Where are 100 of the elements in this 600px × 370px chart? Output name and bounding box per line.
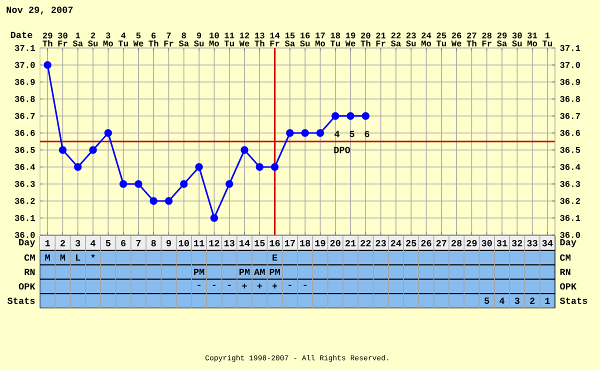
text: PM xyxy=(270,268,280,276)
text: 33 xyxy=(527,240,538,246)
x-tick-label: 23 Su xyxy=(406,32,416,46)
text: - xyxy=(288,284,292,286)
x-tick-label: 5 We xyxy=(133,32,144,46)
x-tick-label: 21 Fr xyxy=(376,32,386,46)
text: 13 xyxy=(224,240,234,246)
text: - xyxy=(198,284,200,286)
x-tick-label: 2 Su xyxy=(88,32,98,46)
y2-tick-label: 36.6 xyxy=(560,130,580,136)
text: - xyxy=(304,284,306,286)
text: * xyxy=(91,254,95,258)
y2-tick-label: 36.9 xyxy=(560,79,580,85)
y-tick-label: 36.2 xyxy=(14,198,35,204)
text: 29 xyxy=(466,240,477,246)
y-tick-label: Day xyxy=(19,239,36,248)
text: 5 xyxy=(106,240,110,246)
text: AM xyxy=(254,268,265,276)
y-tick-label: 36.7 xyxy=(14,113,35,119)
point xyxy=(58,146,67,154)
text: 2 xyxy=(60,240,65,246)
annotation: 5 xyxy=(350,130,354,138)
y2-tick-label: 36.7 xyxy=(560,113,580,119)
x-tick-label: 22 Sa xyxy=(390,32,401,46)
text: 25 xyxy=(406,240,416,246)
text: PM xyxy=(194,268,204,276)
y2-tick-label: CM xyxy=(560,254,570,261)
text: 12 xyxy=(209,240,220,246)
point xyxy=(316,129,324,137)
annotation: 6 xyxy=(364,130,370,138)
text: 4 xyxy=(499,298,504,304)
point xyxy=(119,180,128,188)
point xyxy=(195,163,203,171)
point xyxy=(286,129,294,137)
x-tick-label: 13 Th xyxy=(254,32,264,46)
y2-tick-label: OPK xyxy=(560,283,577,290)
text: + xyxy=(272,284,278,288)
text: E xyxy=(272,254,278,261)
text: 26 xyxy=(421,240,432,246)
chart-title: Nov 29, 2007 xyxy=(6,6,73,15)
x-axis-title: Date xyxy=(10,32,32,38)
x-tick-label: 16 Su xyxy=(300,32,310,46)
x-tick-label: 15 Sa xyxy=(284,32,295,46)
y2-tick-label: 36.0 xyxy=(560,232,580,238)
text: 20 xyxy=(330,240,340,246)
point xyxy=(44,61,52,69)
text: 5 xyxy=(484,298,490,304)
y-tick-label: 36.1 xyxy=(14,215,35,221)
text: 22 xyxy=(360,240,371,246)
point xyxy=(210,214,218,222)
y-tick-label: CM xyxy=(24,254,35,261)
annotation: 4 xyxy=(334,130,340,138)
x-tick-label: 31 Mo xyxy=(527,32,538,46)
y2-tick-label: RN xyxy=(560,268,570,276)
point xyxy=(256,163,264,171)
text: 19 xyxy=(315,240,326,246)
text: 3 xyxy=(75,240,80,246)
text: - xyxy=(228,284,231,286)
y2-tick-label: 37.0 xyxy=(560,62,580,68)
text: 2 xyxy=(530,298,535,304)
y-tick-label: OPK xyxy=(18,283,36,290)
text: PM xyxy=(240,268,250,276)
y2-tick-label: 36.3 xyxy=(560,181,580,187)
text: 15 xyxy=(254,240,265,246)
y-tick-label: 36.9 xyxy=(14,79,35,85)
y-tick-label: 36.4 xyxy=(14,164,36,170)
y-tick-label: Stats xyxy=(7,298,35,304)
x-tick-label: 19 We xyxy=(345,32,356,46)
x-tick-label: 18 Tu xyxy=(330,32,340,46)
text: 6 xyxy=(121,240,126,246)
text: + xyxy=(257,284,262,288)
point xyxy=(240,146,248,154)
text: M xyxy=(60,254,66,261)
y-tick-label: 36.5 xyxy=(14,147,35,153)
point xyxy=(301,129,309,137)
text: + xyxy=(242,284,247,288)
point xyxy=(134,180,142,188)
point xyxy=(346,112,354,120)
x-tick-label: 1 Sa xyxy=(72,32,83,46)
text: L xyxy=(76,254,80,261)
x-tick-label: 1 Tu xyxy=(542,32,552,46)
x-tick-label: 9 Su xyxy=(194,32,204,46)
point xyxy=(74,163,82,171)
text: M xyxy=(45,254,50,261)
y-tick-label: 37.1 xyxy=(14,45,35,51)
text: 11 xyxy=(194,240,204,246)
y-tick-label: 36.3 xyxy=(14,181,35,187)
text: 28 xyxy=(452,240,462,246)
y-tick-label: 36.0 xyxy=(14,232,35,238)
x-tick-label: 27 Th xyxy=(466,32,476,46)
x-tick-label: 4 Tu xyxy=(118,32,128,46)
text: 30 xyxy=(482,240,492,246)
y-tick-label: RN xyxy=(24,268,35,276)
x-tick-label: 6 Th xyxy=(148,32,158,46)
text: 18 xyxy=(300,240,310,246)
x-tick-label: 12 We xyxy=(239,32,250,46)
point xyxy=(332,112,340,120)
point xyxy=(362,112,370,120)
text: 9 xyxy=(166,240,171,246)
x-tick-label: 11 Tu xyxy=(224,32,234,46)
